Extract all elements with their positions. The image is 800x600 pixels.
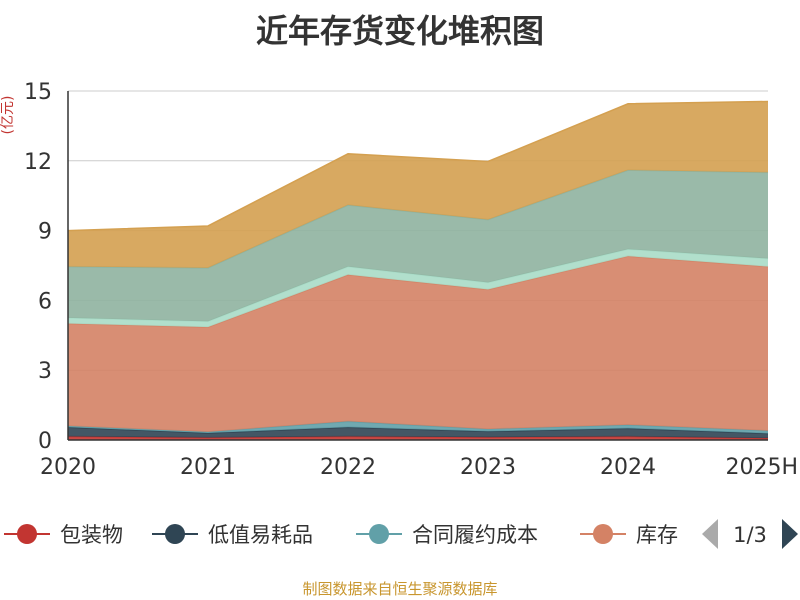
stacked-areas bbox=[67, 100, 769, 440]
legend-page-indicator: 1/3 bbox=[733, 523, 767, 547]
series-line-2 bbox=[67, 420, 769, 433]
legend-marker-icon bbox=[17, 524, 37, 544]
x-tick-label: 2024 bbox=[600, 455, 656, 480]
series-area-6[interactable] bbox=[68, 101, 768, 268]
x-tick-label: 2023 bbox=[460, 455, 516, 480]
legend-label: 库存 bbox=[636, 523, 678, 547]
legend-label: 包装物 bbox=[60, 523, 123, 547]
x-tick-label: 2022 bbox=[320, 455, 376, 480]
legend-marker-icon bbox=[165, 524, 185, 544]
chart-title: 近年存货变化堆积图 bbox=[255, 12, 544, 50]
x-tick-label: 2020 bbox=[40, 455, 96, 480]
y-tick-label: 6 bbox=[38, 289, 52, 314]
legend-label: 低值易耗品 bbox=[208, 523, 313, 547]
source-note: 制图数据来自恒生聚源数据库 bbox=[302, 580, 498, 598]
legend-item[interactable]: 库存 bbox=[580, 523, 678, 547]
legend-item[interactable]: 合同履约成本 bbox=[356, 523, 538, 547]
x-tick-label: 2025H bbox=[725, 455, 798, 480]
y-tick-label: 0 bbox=[38, 429, 52, 454]
axes: 0 3 6 9 12 15 2020 2021 2022 2023 2024 2025H bbox=[24, 80, 798, 480]
series-line-6 bbox=[67, 100, 769, 232]
y-tick-label: 3 bbox=[38, 359, 52, 384]
x-tick-label: 2021 bbox=[180, 455, 236, 480]
legend-prev-icon[interactable] bbox=[702, 519, 718, 549]
legend-marker-icon bbox=[369, 524, 389, 544]
y-tick-label: 15 bbox=[24, 80, 52, 105]
legend-next-icon[interactable] bbox=[782, 519, 798, 549]
y-axis-label: (亿元) bbox=[0, 96, 16, 135]
y-tick-label: 9 bbox=[38, 220, 52, 245]
legend-item[interactable]: 包装物 bbox=[4, 523, 123, 547]
series-line-5 bbox=[67, 169, 769, 269]
legend: 包装物 低值易耗品 合同履约成本 库存 1/3 bbox=[4, 519, 798, 549]
legend-label: 合同履约成本 bbox=[412, 523, 538, 547]
legend-item[interactable]: 低值易耗品 bbox=[152, 523, 313, 547]
series-area-5[interactable] bbox=[68, 170, 768, 322]
series-area-1[interactable] bbox=[68, 427, 768, 439]
series-area-2[interactable] bbox=[68, 421, 768, 434]
y-tick-label: 12 bbox=[24, 150, 52, 175]
series-area-3[interactable] bbox=[68, 256, 768, 432]
legend-marker-icon bbox=[593, 524, 613, 544]
